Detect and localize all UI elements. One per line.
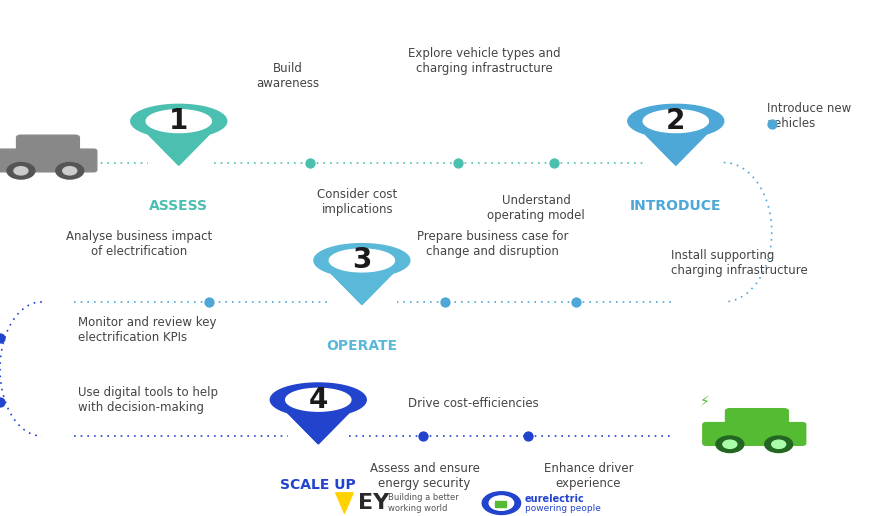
Circle shape — [716, 436, 744, 453]
Text: 3: 3 — [352, 247, 371, 275]
Circle shape — [56, 163, 84, 179]
Polygon shape — [148, 134, 209, 165]
Polygon shape — [131, 104, 227, 138]
Polygon shape — [645, 134, 706, 165]
Text: ⚡: ⚡ — [699, 395, 710, 410]
Text: SCALE UP: SCALE UP — [281, 478, 356, 492]
Polygon shape — [270, 383, 366, 416]
Point — [303, 158, 317, 167]
FancyBboxPatch shape — [17, 135, 79, 155]
Text: Use digital tools to help
with decision-making: Use digital tools to help with decision-… — [78, 386, 219, 414]
Polygon shape — [336, 493, 353, 513]
Point — [0, 398, 7, 407]
Polygon shape — [645, 134, 706, 165]
FancyBboxPatch shape — [495, 501, 506, 507]
Text: Enhance driver
experience: Enhance driver experience — [544, 462, 633, 490]
Text: Build
awareness: Build awareness — [256, 62, 319, 90]
Circle shape — [489, 496, 514, 510]
Circle shape — [772, 440, 786, 448]
Polygon shape — [286, 389, 351, 411]
FancyBboxPatch shape — [0, 149, 97, 172]
Text: Understand
operating model: Understand operating model — [487, 194, 585, 221]
Text: OPERATE: OPERATE — [326, 338, 398, 353]
Text: powering people: powering people — [525, 504, 601, 513]
Point — [416, 432, 430, 440]
Polygon shape — [288, 413, 349, 444]
Text: Install supporting
charging infrastructure: Install supporting charging infrastructu… — [671, 249, 808, 277]
Polygon shape — [628, 104, 724, 138]
Text: Introduce new
vehicles: Introduce new vehicles — [767, 102, 852, 130]
Polygon shape — [314, 244, 410, 277]
Text: Analyse business impact
of electrification: Analyse business impact of electrificati… — [66, 230, 213, 258]
Point — [547, 158, 561, 167]
Text: Building a better
working world: Building a better working world — [388, 493, 459, 513]
Circle shape — [63, 167, 77, 175]
Text: eurelectric: eurelectric — [525, 494, 585, 505]
Polygon shape — [330, 249, 394, 272]
Text: Monitor and review key
electrification KPIs: Monitor and review key electrification K… — [78, 316, 217, 344]
Polygon shape — [288, 413, 349, 444]
Point — [202, 298, 216, 306]
Text: 2: 2 — [666, 107, 685, 135]
FancyBboxPatch shape — [703, 423, 806, 445]
Point — [569, 298, 582, 306]
Text: Explore vehicle types and
charging infrastructure: Explore vehicle types and charging infra… — [407, 47, 561, 75]
Point — [765, 120, 779, 128]
Circle shape — [7, 163, 35, 179]
Polygon shape — [331, 273, 392, 304]
Text: Consider cost
implications: Consider cost implications — [317, 188, 398, 216]
Text: Prepare business case for
change and disruption: Prepare business case for change and dis… — [417, 230, 569, 258]
Circle shape — [765, 436, 793, 453]
Point — [521, 432, 535, 440]
Polygon shape — [148, 134, 209, 165]
Text: 4: 4 — [309, 386, 328, 414]
Text: EY: EY — [358, 493, 389, 513]
Point — [438, 298, 452, 306]
Circle shape — [14, 167, 28, 175]
Point — [451, 158, 465, 167]
FancyBboxPatch shape — [726, 409, 788, 428]
Text: ASSESS: ASSESS — [149, 199, 208, 214]
Text: Assess and ensure
energy security: Assess and ensure energy security — [370, 462, 480, 490]
Circle shape — [482, 492, 521, 514]
Polygon shape — [146, 110, 211, 133]
Circle shape — [723, 440, 737, 448]
Text: INTRODUCE: INTRODUCE — [630, 199, 721, 214]
Polygon shape — [644, 110, 708, 133]
Text: Drive cost-efficiencies: Drive cost-efficiencies — [408, 397, 539, 410]
Text: 1: 1 — [169, 107, 188, 135]
Point — [0, 334, 7, 342]
Polygon shape — [331, 273, 392, 304]
